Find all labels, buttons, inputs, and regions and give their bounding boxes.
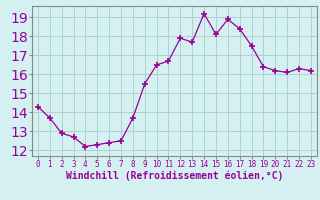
X-axis label: Windchill (Refroidissement éolien,°C): Windchill (Refroidissement éolien,°C) [66,171,283,181]
